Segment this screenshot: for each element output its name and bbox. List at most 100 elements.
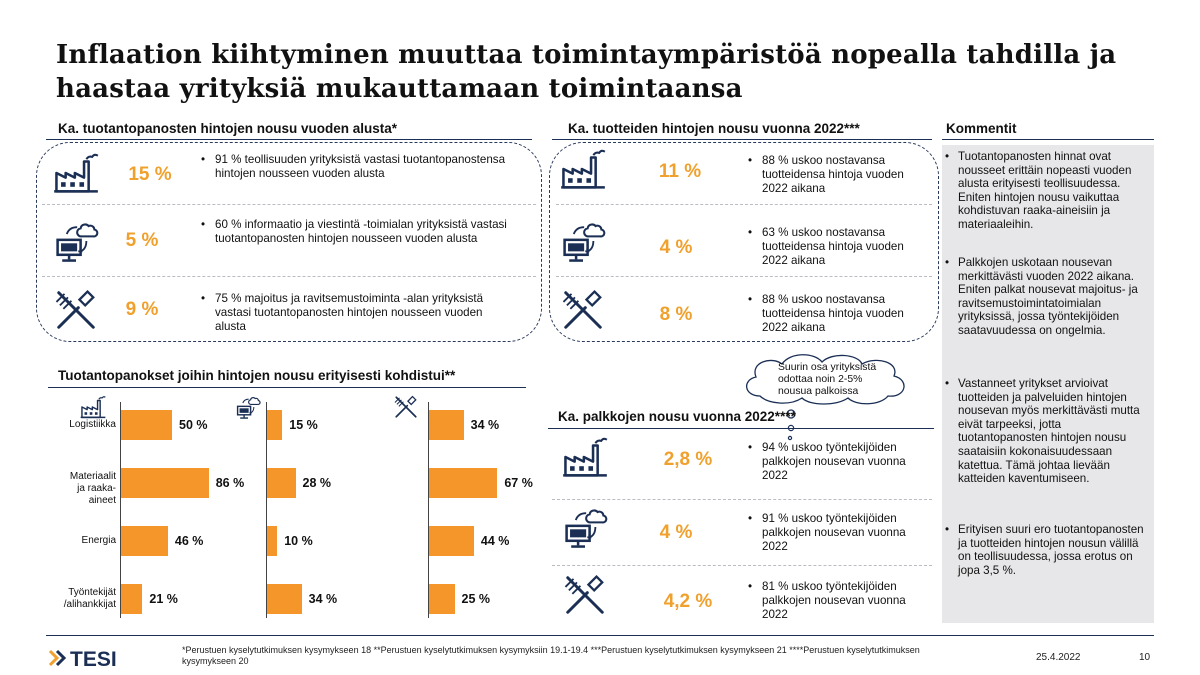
fork-knife-icon	[562, 572, 608, 618]
comment-item: • Vastanneet yritykset arvioivat tuotteid…	[945, 377, 1140, 486]
computer-cloud-icon	[235, 394, 261, 420]
bar-value-label: 34 %	[308, 592, 338, 606]
product-price-bullet: • 88 % uskoo nostavansa tuotteidensa hint…	[748, 293, 904, 334]
bar	[267, 468, 296, 498]
callout-cloud	[746, 354, 905, 405]
input-price-bullet: • 75 % majoitus ja ravitsemustoiminta -al…	[201, 292, 484, 333]
row-divider	[42, 276, 536, 277]
product-price-bullet: • 63 % uskoo nostavansa tuotteidensa hint…	[748, 226, 904, 267]
bar-value-label: 46 %	[174, 534, 204, 548]
category-label-line: Energia	[81, 535, 116, 546]
bar	[429, 584, 455, 614]
bar	[121, 410, 172, 440]
callout-tail	[786, 409, 796, 441]
wage-bullet: • 91 % uskoo työntekijöiden palkkojen nou…	[748, 512, 906, 553]
input-price-pct: 5 %	[125, 230, 159, 251]
tesi-logo: TESI	[48, 648, 117, 670]
row-divider	[556, 276, 932, 277]
bar	[121, 584, 143, 614]
footnote: *Perustuen kyselytutkimuksen kysymykseen…	[182, 645, 920, 666]
factory-icon	[562, 434, 608, 480]
computer-cloud-icon	[562, 504, 608, 550]
category-label-line: Materiaalit	[69, 471, 116, 482]
footer-rule	[46, 635, 1154, 636]
input-price-rule	[46, 139, 532, 140]
chart-axis	[120, 402, 121, 618]
bar	[429, 526, 474, 556]
comment-item: • Erityisen suuri ero tuotantopanosten ja…	[945, 523, 1144, 577]
bar-value-label: 67 %	[504, 476, 533, 490]
fork-knife-icon	[53, 287, 99, 333]
computer-cloud-icon	[560, 218, 606, 264]
wage-bullet: • 81 % uskoo työntekijöiden palkkojen nou…	[748, 580, 906, 621]
comment-item: • Tuotantopanosten hinnat ovat nousseet e…	[945, 150, 1132, 231]
input-price-pct: 15 %	[128, 164, 172, 185]
product-price-pct: 8 %	[659, 304, 693, 325]
chart-axis	[428, 402, 429, 618]
bar-value-label: 15 %	[289, 418, 318, 432]
bar-value-label: 28 %	[302, 476, 332, 490]
comment-item: • Palkkojen uskotaan nousevan merkittäväs…	[945, 256, 1138, 337]
bar	[429, 468, 498, 498]
row-divider	[552, 565, 932, 566]
wage-bullet: • 94 % uskoo työntekijöiden palkkojen nou…	[748, 441, 906, 482]
logo-text: TESI	[70, 648, 117, 670]
factory-icon	[80, 394, 106, 420]
bar	[121, 526, 168, 556]
chart-heading: Tuotantopanokset joihin hintojen nousu e…	[58, 368, 456, 383]
product-price-pct: 4 %	[659, 237, 693, 258]
bar	[267, 526, 278, 556]
input-price-bullet: • 91 % teollisuuden yrityksistä vastasi t…	[201, 153, 506, 180]
callout-text: Suurin osa yrityksistä odottaa noin 2-5%…	[778, 362, 877, 397]
input-price-bullet: • 60 % informaatio ja viestintä -toimiala…	[201, 218, 507, 245]
comments-heading: Kommentit	[946, 121, 1017, 136]
product-price-bullet: • 88 % uskoo nostavansa tuotteidensa hint…	[748, 154, 904, 195]
comments-rule	[942, 139, 1154, 140]
product-price-pct: 11 %	[658, 161, 702, 182]
category-label: Työntekijät/alihankkijat	[50, 587, 116, 611]
wage-pct: 2,8 %	[663, 449, 713, 470]
wage-pct: 4,2 %	[663, 591, 713, 612]
factory-icon	[53, 150, 99, 196]
product-price-rule	[552, 139, 932, 140]
row-divider	[556, 204, 932, 205]
bar-value-label: 25 %	[461, 592, 491, 606]
bar-value-label: 10 %	[284, 534, 313, 548]
bar-value-label: 50 %	[179, 418, 208, 432]
page-title: Inflaation kiihtyminen muuttaa toimintay…	[56, 40, 1117, 104]
category-label: Energia	[50, 535, 116, 547]
product-price-box	[549, 142, 939, 342]
computer-cloud-icon	[53, 218, 99, 264]
factory-icon	[560, 146, 606, 192]
input-price-box	[36, 142, 542, 342]
category-label-line: /alihankkijat	[63, 599, 116, 610]
input-price-pct: 9 %	[125, 299, 159, 320]
input-price-heading: Ka. tuotantopanosten hintojen nousu vuod…	[58, 121, 398, 136]
footer-date: 25.4.2022	[1036, 652, 1081, 663]
bar-value-label: 86 %	[215, 476, 245, 490]
bar	[429, 410, 464, 440]
comments-panel	[942, 145, 1154, 623]
bar-value-label: 34 %	[470, 418, 500, 432]
row-divider	[42, 204, 536, 205]
product-price-heading: Ka. tuotteiden hintojen nousu vuonna 202…	[568, 121, 860, 136]
bar	[121, 468, 209, 498]
category-label-line: Logistiikka	[69, 419, 116, 430]
row-divider	[552, 499, 932, 500]
fork-knife-icon	[560, 287, 606, 333]
fork-knife-icon	[393, 394, 419, 420]
chart-axis	[266, 402, 267, 618]
category-label-line: Työntekijät	[68, 587, 116, 598]
category-label-line: ja raaka-aineet	[77, 483, 116, 506]
chart-rule	[48, 387, 526, 388]
bar	[267, 584, 302, 614]
page-number: 10	[1139, 652, 1151, 663]
category-label: Materiaalit ja raaka-aineet	[50, 471, 116, 507]
wage-pct: 4 %	[659, 522, 693, 543]
category-label: Logistiikka	[50, 419, 116, 431]
bar	[267, 410, 283, 440]
bar-value-label: 44 %	[480, 534, 510, 548]
wage-rule	[548, 428, 934, 429]
wage-heading: Ka. palkkojen nousu vuonna 2022****	[558, 409, 796, 424]
bar-value-label: 21 %	[149, 592, 178, 606]
